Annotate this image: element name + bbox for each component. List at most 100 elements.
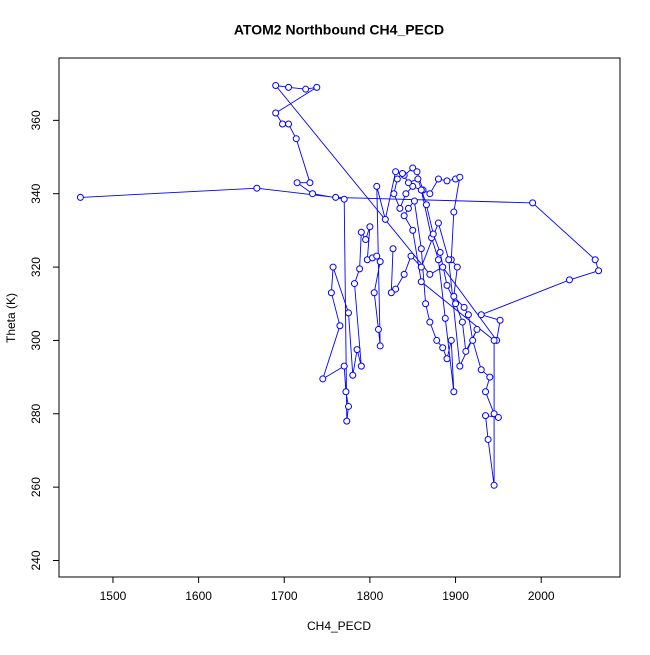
data-point: [453, 263, 461, 271]
data-point: [285, 83, 293, 91]
data-point: [357, 228, 365, 236]
data-point: [343, 417, 351, 425]
data-point: [443, 177, 451, 185]
data-point: [302, 85, 310, 93]
data-point: [445, 256, 453, 264]
data-point: [407, 252, 415, 260]
x-tick-label: 1900: [442, 589, 469, 603]
data-point: [329, 263, 337, 271]
data-point: [376, 342, 384, 350]
data-point: [404, 204, 412, 212]
chart-title: ATOM2 Northbound CH4_PECD: [234, 22, 444, 38]
data-point: [422, 300, 430, 308]
data-point: [486, 373, 494, 381]
data-point: [350, 280, 358, 288]
data-point: [398, 170, 406, 178]
data-point: [309, 190, 317, 198]
data-point: [450, 388, 458, 396]
data-point: [439, 344, 447, 352]
data-point: [400, 270, 408, 278]
data-point: [356, 265, 364, 273]
data-point: [447, 336, 455, 344]
data-point: [422, 201, 430, 209]
data-point: [417, 245, 425, 253]
data-point: [272, 109, 280, 117]
data-point: [482, 388, 490, 396]
y-axis-label: Theta (K): [4, 293, 18, 343]
data-point: [336, 322, 344, 330]
data-point: [272, 82, 280, 90]
data-point: [253, 184, 261, 192]
data-point: [409, 164, 417, 172]
data-point: [76, 193, 84, 201]
x-tick-label: 2000: [528, 589, 555, 603]
data-point: [462, 347, 470, 355]
data-point: [327, 289, 335, 297]
data-point: [376, 258, 384, 266]
data-point: [595, 267, 603, 275]
data-point: [292, 135, 300, 143]
data-point: [342, 388, 350, 396]
data-point: [410, 197, 418, 205]
data-point: [490, 410, 498, 418]
data-point: [477, 366, 485, 374]
data-point: [591, 256, 599, 264]
data-point: [417, 278, 425, 286]
data-point: [402, 190, 410, 198]
data-point: [353, 346, 361, 354]
data-point: [413, 168, 421, 176]
data-point: [436, 248, 444, 256]
data-point: [357, 362, 365, 370]
plot-frame: [58, 57, 621, 578]
data-point: [293, 179, 301, 187]
data-point: [452, 300, 460, 308]
data-point: [443, 281, 451, 289]
data-point: [490, 336, 498, 344]
data-point: [426, 190, 434, 198]
data-point: [393, 175, 401, 183]
data-point: [473, 325, 481, 333]
data-point: [456, 173, 464, 181]
data-point: [400, 212, 408, 220]
data-point: [433, 336, 441, 344]
data-point: [409, 182, 417, 190]
x-tick-label: 1600: [185, 589, 212, 603]
data-point: [484, 435, 492, 443]
y-tick-label: 240: [29, 550, 43, 570]
data-point: [565, 276, 573, 284]
data-point: [344, 402, 352, 410]
y-tick-label: 260: [29, 477, 43, 497]
data-point: [390, 190, 398, 198]
data-point: [340, 362, 348, 370]
data-point: [434, 219, 442, 227]
data-point: [362, 236, 370, 244]
data-point: [332, 193, 340, 201]
y-tick-label: 300: [29, 330, 43, 350]
data-point: [392, 285, 400, 293]
data-point: [450, 292, 458, 300]
data-point: [469, 336, 477, 344]
x-axis-label: CH4_PECD: [307, 619, 371, 633]
data-point: [434, 256, 442, 264]
data-point: [439, 263, 447, 271]
data-point: [458, 318, 466, 326]
data-point: [285, 120, 293, 128]
data-point: [349, 371, 357, 379]
y-tick-label: 320: [29, 257, 43, 277]
data-point: [414, 175, 422, 183]
data-point: [344, 309, 352, 317]
data-point: [373, 182, 381, 190]
data-point: [387, 289, 395, 297]
data-point: [392, 168, 400, 176]
data-point: [366, 223, 374, 231]
data-point: [396, 204, 404, 212]
data-point: [426, 318, 434, 326]
data-point: [482, 412, 490, 420]
x-tick-label: 1700: [271, 589, 298, 603]
data-point: [319, 375, 327, 383]
data-point: [417, 263, 425, 271]
data-point: [490, 481, 498, 489]
data-point: [409, 226, 417, 234]
data-point: [477, 311, 485, 319]
